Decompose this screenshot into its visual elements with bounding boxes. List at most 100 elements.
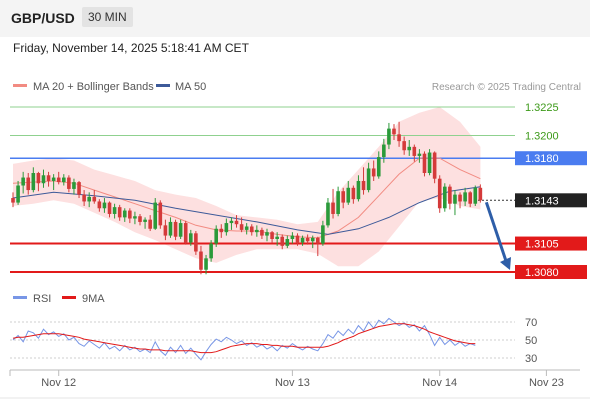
level-label-1.3180: 1.3180 [525,153,559,165]
candle-body [178,223,183,237]
rsi-level-label: 30 [525,353,537,365]
candle-body [153,202,158,229]
candle-body [97,201,102,209]
candle-body [244,226,249,230]
candle-body [16,185,20,203]
candle-body [376,157,381,177]
candle-body [316,237,320,244]
candle-body [427,152,432,173]
rsi-line [12,317,476,361]
candle-body [72,182,76,189]
candle-body [468,192,472,204]
candle-body [102,202,107,209]
candle-body [21,177,25,186]
candle-body [112,207,117,214]
current-price-label: 1.3143 [525,195,559,207]
candle-body [346,187,351,203]
candle-body [229,220,234,224]
candle-body [422,153,427,173]
legend-label-ma50: MA 50 [175,81,206,93]
candle-body [234,220,239,225]
candle-body [478,187,483,201]
candle-body [255,229,259,233]
candle-body [331,202,335,214]
candle-body [122,210,127,218]
candle-body [128,210,132,219]
candle-body [260,229,264,236]
candle-body [107,202,112,214]
candle-body [249,226,254,233]
candle-body [67,177,71,189]
candle-body [432,152,437,179]
level-box-1.3080 [515,265,587,279]
header-bar: GBP/USD 30 MIN [0,0,590,37]
forecast-arrow-shaft [484,201,509,265]
candle-body [214,228,218,244]
legend-label-rsi: RSI [33,293,51,305]
candle-body [224,223,229,233]
candle-body [392,128,396,135]
forecast-arrow-head [500,257,511,270]
level-label-1.3080: 1.3080 [525,267,559,279]
candle-body [204,258,208,270]
level-label-1.3200: 1.3200 [525,130,559,142]
candle-body [397,134,401,142]
candle-body [326,202,330,226]
candle-body [117,207,122,218]
candle-body [382,144,386,158]
candle-body [158,202,163,226]
candle-body [62,177,66,183]
candle-body [280,236,285,246]
candle-body [168,221,173,236]
level-box-1.3180 [515,151,587,166]
rsi-ma-line [12,323,476,354]
candle-body [371,168,376,177]
candle-body [148,219,152,229]
candle-body [189,233,193,243]
candle-body [219,228,224,233]
candle-body [183,223,188,243]
candle-body [443,186,447,209]
candle-body [356,180,361,200]
legend-swatch-rsi [13,296,27,299]
candle-body [138,216,142,222]
candle-body [285,239,290,246]
level-label-1.3105: 1.3105 [525,239,559,251]
candle-body [453,194,457,204]
candle-body [437,178,442,209]
candle-body [31,173,36,191]
credit-text: Research © 2025 Trading Central [432,82,581,93]
x-axis-tick-label: Nov 14 [422,377,457,389]
candle-body [92,196,97,202]
candle-body [366,168,371,191]
timeframe-button[interactable]: 30 MIN [82,7,133,27]
candle-body [407,146,412,151]
candle-body [194,233,198,252]
legend-swatch-9ma [62,296,76,299]
symbol-title: GBP/USD [11,10,75,26]
candle-body [82,194,86,202]
chart-datetime: Friday, November 14, 2025 5:18:41 AM CET [13,41,249,55]
candle-body [26,177,31,191]
legend-label-9ma: 9MA [82,293,105,305]
candle-body [87,196,91,202]
current-price-box [515,193,587,208]
rsi-level-label: 50 [525,335,537,347]
candle-body [473,187,478,204]
candle-body [77,182,81,195]
candle-body [270,232,274,239]
candle-body [36,173,41,184]
candle-body [51,177,56,181]
x-axis-tick-label: Nov 12 [41,377,76,389]
legend-label-ma20: MA 20 + Bollinger Bands [33,81,154,93]
candle-body [458,194,462,202]
candle-body [300,237,305,243]
candle-body [46,175,51,181]
candle-body [163,225,168,236]
candle-body [199,251,203,270]
x-axis-tick-label: Nov 23 [529,377,564,389]
candle-body [402,141,406,151]
candle-body [321,225,325,244]
candle-body [448,186,452,204]
